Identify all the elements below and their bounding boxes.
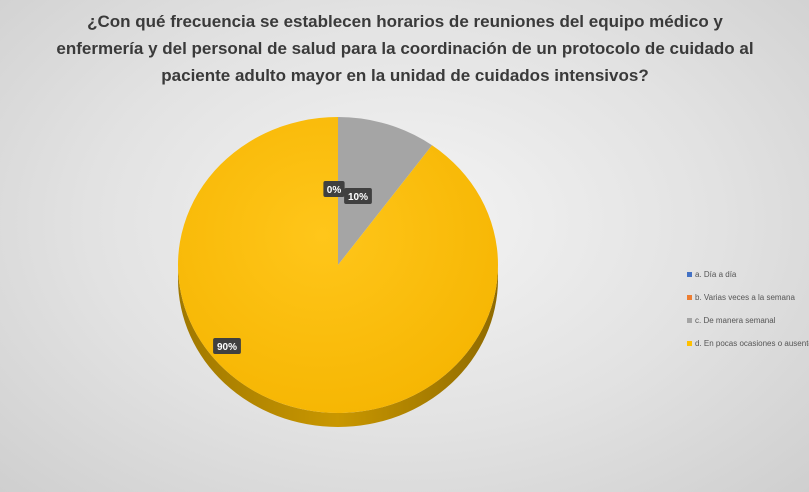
chart-title-line-2: enfermería y del personal de salud para …	[56, 39, 754, 58]
data-label-c: 10%	[344, 188, 372, 204]
legend-swatch-a	[687, 272, 692, 277]
data-label-b: 0%	[323, 181, 345, 197]
pie-slice-c	[338, 117, 433, 265]
chart-title: ¿Con qué frecuencia se establecen horari…	[40, 8, 770, 89]
legend-label-b: b. Varias veces a la semana	[695, 293, 795, 302]
chart-legend: a. Día a día b. Varias veces a la semana…	[687, 263, 809, 355]
legend-label-a: a. Día a día	[695, 270, 737, 279]
legend-item-c: c. De manera semanal	[687, 309, 809, 332]
legend-label-c: c. De manera semanal	[695, 316, 776, 325]
legend-swatch-d	[687, 341, 692, 346]
pie-slices	[178, 117, 499, 413]
data-label-d: 90%	[213, 338, 241, 354]
chart-title-line-3: paciente adulto mayor en la unidad de cu…	[161, 66, 649, 85]
pie-slice-d	[178, 117, 499, 413]
legend-swatch-c	[687, 318, 692, 323]
svg-text:90%: 90%	[217, 342, 237, 353]
legend-item-a: a. Día a día	[687, 263, 809, 286]
legend-item-b: b. Varias veces a la semana	[687, 286, 809, 309]
chart-title-line-1: ¿Con qué frecuencia se establecen horari…	[87, 12, 723, 31]
legend-swatch-b	[687, 295, 692, 300]
pie-data-labels: 0% 10% 90%	[213, 181, 372, 354]
svg-text:10%: 10%	[348, 192, 368, 203]
legend-label-d: d. En pocas ocasiones o ausente	[695, 339, 809, 348]
svg-text:0%: 0%	[327, 185, 342, 196]
legend-item-d: d. En pocas ocasiones o ausente	[687, 332, 809, 355]
